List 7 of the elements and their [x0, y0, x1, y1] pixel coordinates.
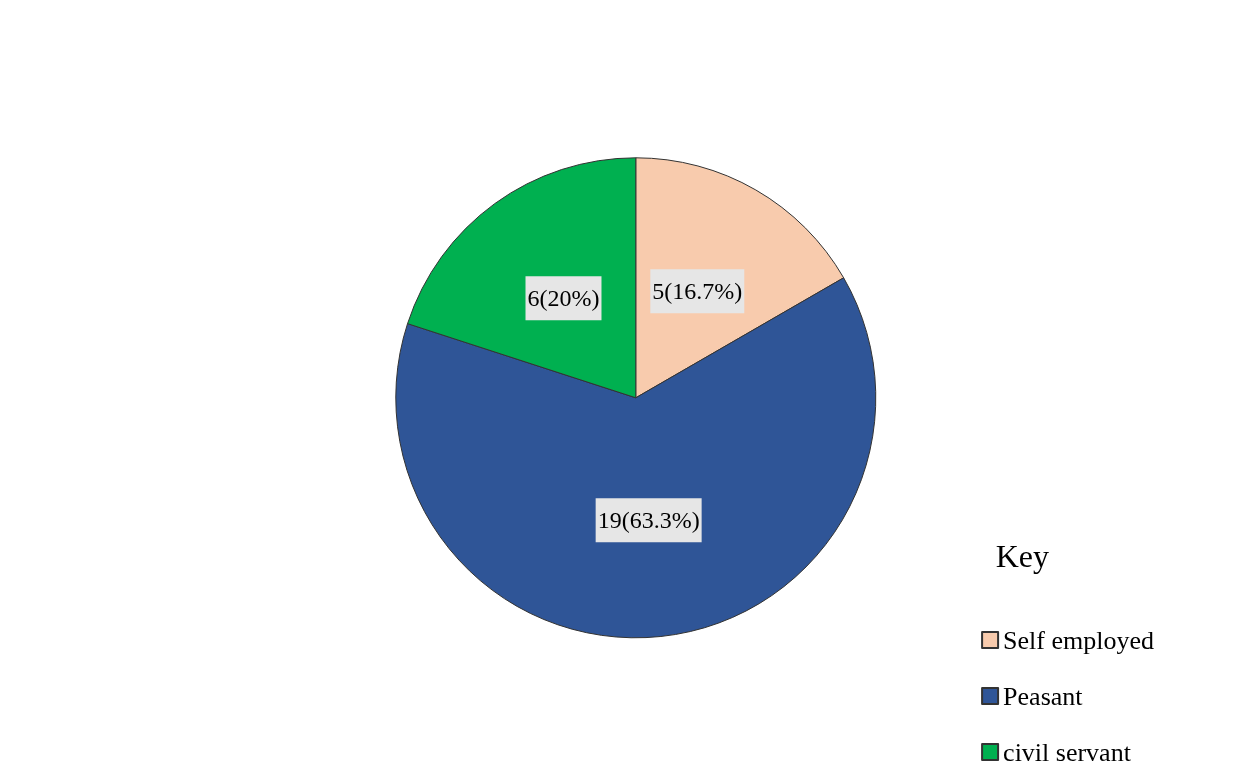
- data-label: 19(63.3%): [597, 507, 700, 534]
- legend-label: civil servant: [1003, 737, 1132, 767]
- data-label: 5(16.7%): [652, 278, 743, 305]
- legend-title: Key: [995, 538, 1049, 574]
- legend-label: Self employed: [1003, 625, 1155, 655]
- legend-label: Peasant: [1003, 681, 1084, 711]
- data-label: 6(20%): [527, 285, 600, 312]
